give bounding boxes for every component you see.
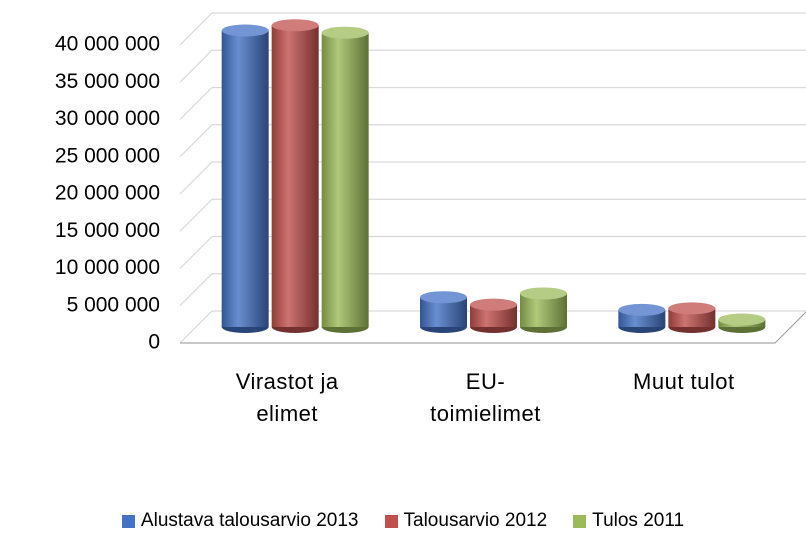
cylinder-top bbox=[668, 302, 716, 315]
grid-line-side bbox=[179, 124, 213, 158]
cylinder-top bbox=[221, 24, 269, 37]
y-tick-label: 40 000 000 bbox=[55, 33, 160, 56]
legend-item: Alustava talousarvio 2013 bbox=[121, 510, 359, 532]
cylinder bbox=[668, 302, 716, 333]
y-tick-label: 20 000 000 bbox=[55, 182, 160, 205]
x-tick-label: Virastot ja elimet bbox=[235, 369, 339, 426]
legend-item: Talousarvio 2012 bbox=[384, 510, 548, 532]
cylinder-top bbox=[470, 298, 517, 311]
floor bbox=[180, 311, 806, 344]
cylinder-top bbox=[618, 303, 666, 316]
legend: Alustava talousarvio 2013 Talousarvio 201… bbox=[0, 510, 806, 532]
y-tick-label: 0 bbox=[148, 331, 160, 354]
bar bbox=[470, 304, 517, 327]
cylinder bbox=[221, 24, 269, 333]
y-tick-label: 15 000 000 bbox=[55, 219, 160, 242]
y-tick-label: 5 000 000 bbox=[67, 293, 160, 316]
legend-item: Tulos 2011 bbox=[573, 510, 684, 532]
bar bbox=[321, 32, 369, 327]
plot: 0 5 000 000 10 000 000 15 000 000 20 000 000… bbox=[55, 12, 806, 354]
grid-line-side bbox=[179, 236, 213, 269]
x-tick-label: Muut tulot bbox=[633, 369, 735, 394]
grid-line-side bbox=[179, 310, 213, 344]
y-tick-label: 30 000 000 bbox=[55, 107, 160, 130]
y-tick-label: 25 000 000 bbox=[55, 144, 160, 167]
legend-swatch bbox=[384, 514, 398, 528]
cylinder bbox=[271, 19, 319, 333]
grid-line-side bbox=[179, 49, 213, 83]
y-tick-label: 10 000 000 bbox=[55, 256, 160, 279]
legend-label: Tulos 2011 bbox=[592, 510, 685, 531]
cylinder-top bbox=[420, 291, 467, 304]
cylinder bbox=[321, 26, 369, 333]
cylinder bbox=[520, 287, 567, 333]
grid-line-side bbox=[179, 161, 213, 195]
legend-swatch bbox=[121, 514, 135, 528]
cylinder-top bbox=[718, 313, 766, 326]
legend-label: Alustava talousarvio 2013 bbox=[140, 510, 359, 531]
cylinder-top bbox=[271, 19, 319, 32]
legend-label: Talousarvio 2012 bbox=[403, 510, 548, 531]
grid-line-side bbox=[179, 198, 213, 232]
bar bbox=[271, 25, 319, 328]
grid-line-side bbox=[179, 12, 213, 46]
cylinder-top bbox=[321, 26, 369, 39]
legend-swatch bbox=[573, 514, 587, 528]
cylinder bbox=[470, 298, 517, 333]
cylinder bbox=[618, 303, 666, 333]
grid-line-side bbox=[179, 273, 213, 307]
cylinder-top bbox=[520, 287, 567, 300]
y-tick-label: 35 000 000 bbox=[55, 70, 160, 93]
bar bbox=[221, 30, 269, 328]
cylinder bbox=[718, 313, 766, 333]
grid-line-side bbox=[179, 87, 213, 120]
x-tick-label: EU-toimielimet bbox=[430, 369, 541, 426]
cylinder bbox=[420, 291, 467, 333]
